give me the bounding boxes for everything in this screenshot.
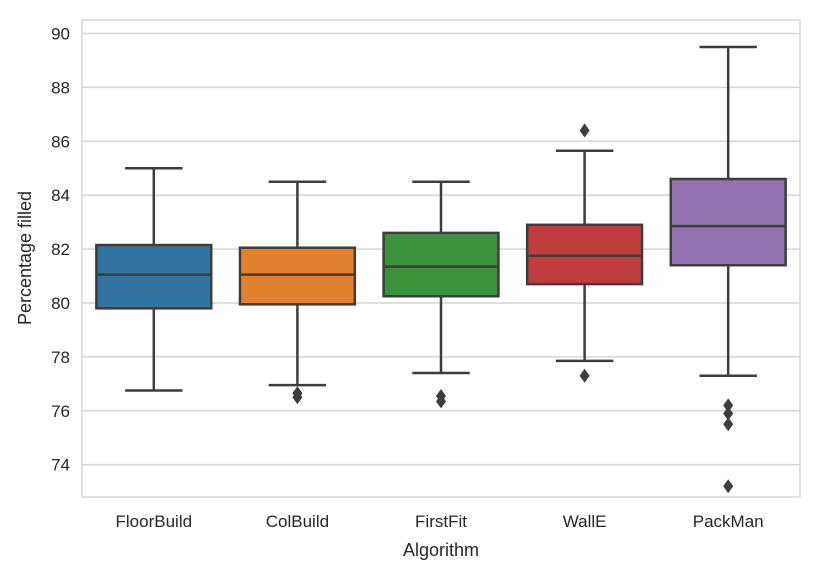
outlier-point	[579, 123, 590, 138]
box-floorbuild	[95, 166, 213, 392]
y-tick-label: 90	[51, 24, 70, 43]
outlier-point	[292, 386, 303, 401]
outlier-point	[723, 479, 734, 494]
y-tick-label: 74	[51, 456, 70, 475]
outlier-point	[579, 368, 590, 383]
x-tick-label-firstfit: FirstFit	[415, 512, 467, 531]
box-packman	[669, 45, 787, 494]
outlier-point	[723, 406, 734, 421]
y-tick-label: 82	[51, 240, 70, 259]
x-tick-labels: FloorBuild ColBuild FirstFit WallE PackMan	[116, 512, 764, 531]
x-tick-label-floorbuild: FloorBuild	[116, 512, 193, 531]
boxes	[95, 45, 787, 494]
plot-frame	[81, 19, 801, 498]
iqr-box	[95, 243, 213, 310]
x-tick-label-colbuild: ColBuild	[266, 512, 329, 531]
y-tick-label: 86	[51, 132, 70, 151]
box-colbuild	[238, 180, 357, 405]
iqr-box	[238, 246, 357, 306]
y-tick-label: 88	[51, 78, 70, 97]
x-tick-label-walle: WallE	[563, 512, 607, 531]
x-axis-label: Algorithm	[403, 540, 479, 560]
y-tick-labels: 74 76 78 80 82 84 86 88 90	[51, 24, 70, 474]
outlier-point	[436, 388, 446, 403]
box-walle	[525, 123, 644, 383]
outlier-point	[723, 398, 734, 413]
iqr-box	[669, 177, 787, 267]
y-tick-label: 80	[51, 294, 70, 313]
iqr-box	[525, 223, 644, 286]
iqr-box	[382, 231, 500, 298]
y-tick-label: 84	[51, 186, 70, 205]
x-tick-label-packman: PackMan	[693, 512, 764, 531]
box-firstfit	[382, 180, 500, 409]
y-axis-label: Percentage filled	[15, 191, 35, 325]
outlier-point	[723, 417, 734, 432]
y-tick-label: 76	[51, 402, 70, 421]
y-tick-label: 78	[51, 348, 70, 367]
